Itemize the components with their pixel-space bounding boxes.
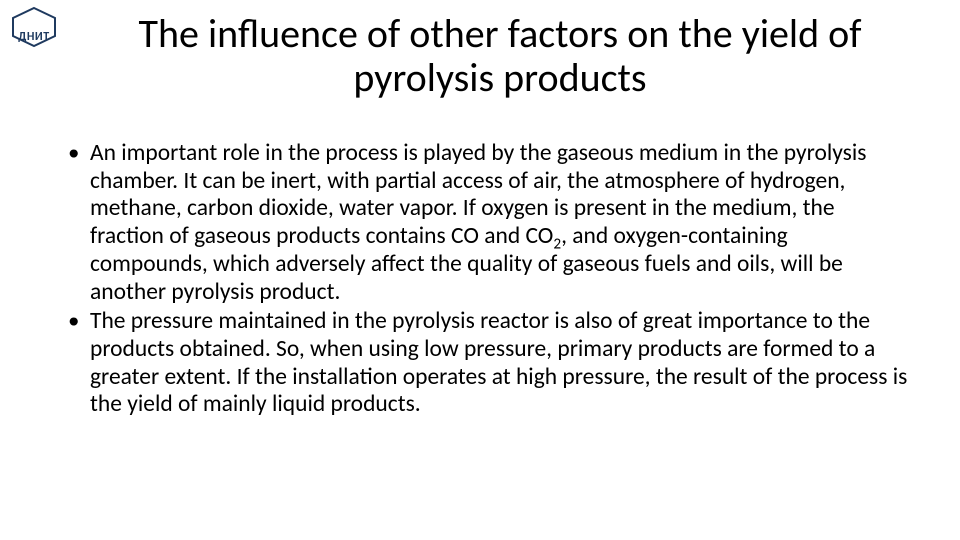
logo-text: ДНИТ xyxy=(6,30,62,44)
bullet-text: The pressure maintained in the pyrolysis… xyxy=(90,307,907,418)
list-item: An important role in the process is play… xyxy=(62,140,910,306)
bullet-list: An important role in the process is play… xyxy=(62,140,910,419)
logo: ДНИТ xyxy=(6,6,62,44)
slide-title: The influence of other factors on the yi… xyxy=(100,12,900,100)
slide: ДНИТ The influence of other factors on t… xyxy=(0,0,960,540)
list-item: The pressure maintained in the pyrolysis… xyxy=(62,308,910,419)
slide-body: An important role in the process is play… xyxy=(62,140,910,421)
